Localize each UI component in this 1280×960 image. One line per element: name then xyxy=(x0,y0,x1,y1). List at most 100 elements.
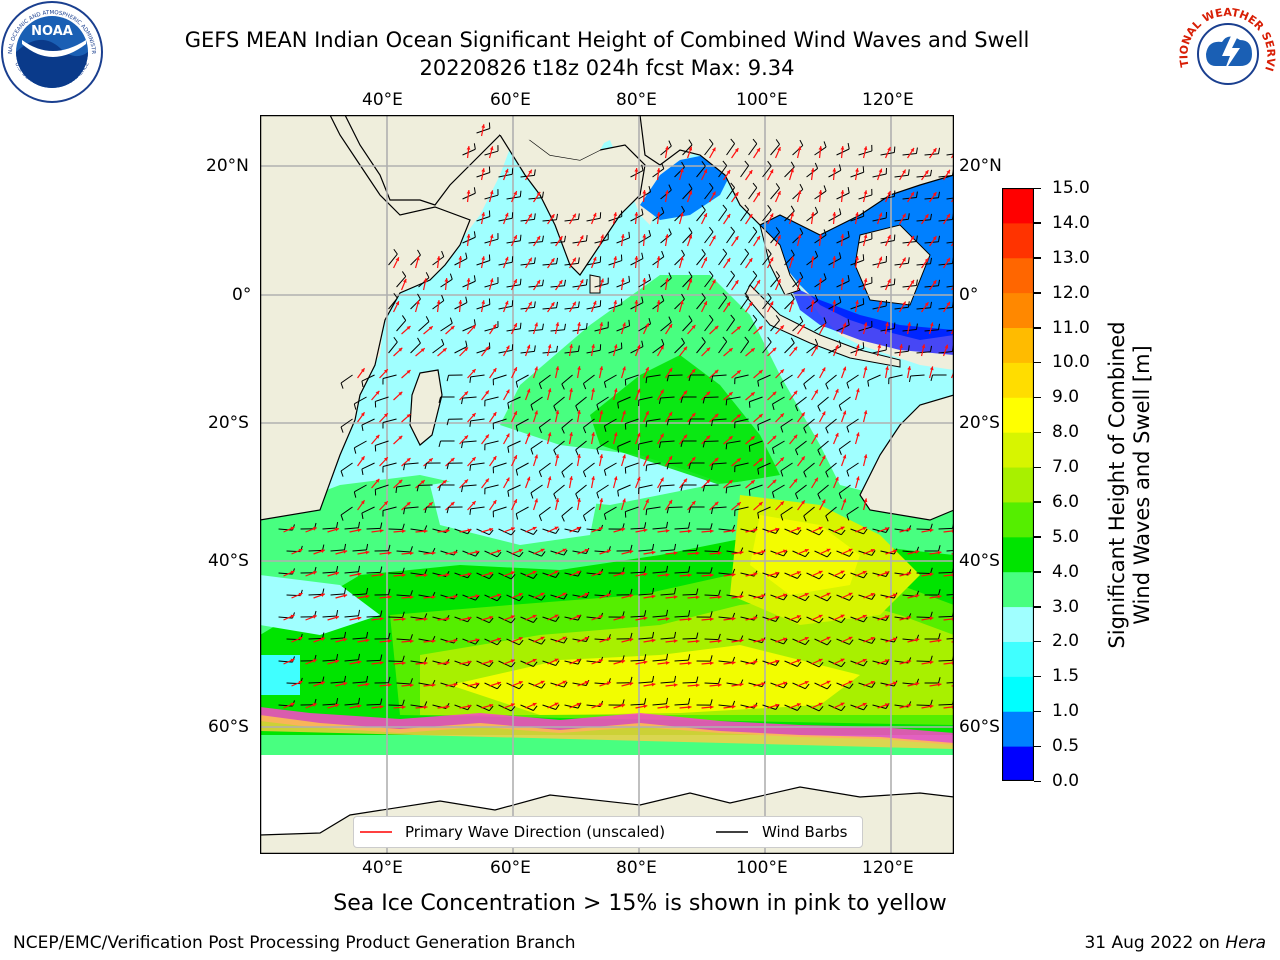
wave-arrow-head xyxy=(540,592,545,597)
wind-barb xyxy=(617,484,631,491)
wind-barb-flag xyxy=(722,204,728,210)
wave-arrow-head xyxy=(634,256,639,260)
wave-arrow-head xyxy=(835,432,839,437)
wind-barb xyxy=(366,659,381,662)
wind-barb xyxy=(418,277,430,288)
wave-arrow-head xyxy=(915,594,920,598)
wave-arrow-head xyxy=(409,683,414,688)
wind-barb-flag xyxy=(563,681,568,688)
wind-barb-flag xyxy=(767,160,772,167)
wind-barb xyxy=(410,572,425,576)
wind-barb xyxy=(770,187,780,200)
wave-arrow-head xyxy=(801,412,805,417)
wind-barb-flag xyxy=(553,493,557,500)
wave-arrow xyxy=(951,240,954,247)
wave-arrow-head xyxy=(728,436,733,440)
wave-arrow-head xyxy=(629,594,634,598)
wave-arrow-head xyxy=(613,212,618,217)
wind-barb xyxy=(572,550,587,555)
wave-arrow-head xyxy=(932,236,937,241)
wave-arrow-head xyxy=(790,168,794,173)
wave-arrow-head xyxy=(679,300,684,305)
wind-barb-flag xyxy=(515,425,519,432)
wind-barb xyxy=(784,342,795,354)
wind-barb-flag xyxy=(658,397,662,404)
wave-arrow-head xyxy=(398,347,403,352)
wave-arrow-head xyxy=(753,528,758,533)
top-lon-tick: 60°E xyxy=(490,90,531,110)
wave-arrow-head xyxy=(534,498,538,503)
wave-arrow-head xyxy=(577,410,581,414)
wave-arrow-head xyxy=(375,390,380,395)
wave-arrow-head xyxy=(818,570,823,575)
wave-arrow-head xyxy=(423,278,428,283)
wave-arrow-head xyxy=(878,212,883,217)
wind-barb xyxy=(704,231,714,244)
colorbar-tick-label: 1.5 xyxy=(1052,666,1080,687)
wave-arrow-head xyxy=(772,347,777,352)
wave-arrow-head xyxy=(910,235,915,240)
wave-arrow-head xyxy=(714,413,719,418)
wave-arrow-head xyxy=(645,367,649,372)
wave-arrow-head xyxy=(651,594,656,599)
wind-barb xyxy=(780,418,793,428)
wind-barb-flag xyxy=(797,573,802,579)
wave-arrow-head xyxy=(555,410,560,415)
wave-arrow-head xyxy=(579,235,584,240)
wind-barb xyxy=(836,280,850,288)
wind-barb-flag xyxy=(402,655,405,662)
wind-barb xyxy=(396,550,411,553)
wind-barb-flag xyxy=(688,183,693,189)
wind-barb-flag xyxy=(790,293,795,300)
wind-barb-flag xyxy=(336,609,339,617)
wind-barb-flag xyxy=(799,315,804,322)
wave-arrow-head xyxy=(569,388,573,392)
wind-barb xyxy=(617,396,631,403)
wave-arrow-head xyxy=(532,614,537,619)
wave-arrow-head xyxy=(505,345,510,350)
wind-barb xyxy=(515,418,529,427)
wave-arrow-head xyxy=(929,660,934,665)
right-lat-tick: 60°S xyxy=(959,717,1000,737)
wind-barb-flag xyxy=(681,337,685,344)
bottom-lon-tick: 40°E xyxy=(362,858,403,878)
wind-barb xyxy=(838,396,851,406)
wind-barb xyxy=(712,506,727,509)
colorbar-tick-label: 2.0 xyxy=(1052,631,1080,652)
colorbar-tick-label: 12.0 xyxy=(1052,282,1090,303)
wind-barb-flag xyxy=(617,402,620,409)
wave-arrow-head xyxy=(855,300,859,304)
wind-barb-flag xyxy=(797,705,802,711)
wind-barb-flag xyxy=(538,471,542,478)
wind-barb xyxy=(916,351,931,354)
wind-barb-flag xyxy=(402,699,405,706)
wind-barb-flag xyxy=(744,248,750,254)
wind-barb-flag xyxy=(475,595,480,601)
wind-barb xyxy=(660,484,675,487)
colorbar-segment xyxy=(1002,501,1034,538)
wind-barb-flag xyxy=(469,464,472,471)
wind-barb-flag xyxy=(752,270,758,276)
wave-arrow-head xyxy=(862,570,867,575)
colorbar-tick-mark xyxy=(1034,501,1041,503)
wave-arrow-head xyxy=(534,454,538,459)
wave-arrow-head xyxy=(899,344,903,348)
wave-arrow-head xyxy=(536,279,541,284)
wave-arrow-head xyxy=(887,279,891,284)
wind-barb-flag xyxy=(838,252,842,259)
wave-arrow-head xyxy=(518,593,523,597)
wind-barb-flag xyxy=(780,426,784,433)
wind-barb-flag xyxy=(666,419,670,426)
wind-barb xyxy=(530,440,543,450)
wave-arrow-head xyxy=(775,571,780,576)
wind-barb xyxy=(660,189,672,200)
wind-barb xyxy=(704,550,719,553)
wave-arrow-head xyxy=(592,256,597,261)
wave-arrow-head xyxy=(921,344,926,349)
wave-arrow-head xyxy=(717,595,722,600)
wind-barb xyxy=(454,302,468,310)
wave-arrow-head xyxy=(555,366,560,371)
wave-arrow-head xyxy=(790,212,794,217)
wind-barb xyxy=(674,342,685,354)
wind-barb xyxy=(748,638,763,644)
